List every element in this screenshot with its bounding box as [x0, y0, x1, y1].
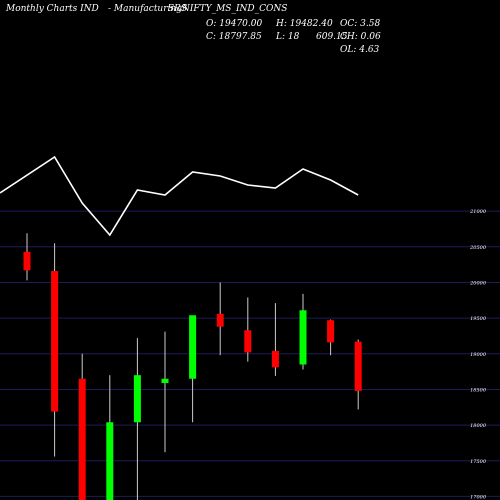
y-tick-label: 17000	[470, 494, 487, 500]
chart-title: - ManufacturingNIFTY_MS_IND_CONS	[108, 4, 288, 14]
y-tick-label: 20500	[469, 245, 487, 251]
title-overlay: SRS	[168, 4, 188, 14]
y-tick-label: 17500	[470, 459, 487, 465]
price-grid	[0, 210, 500, 497]
high-value: H: 19482.40	[276, 19, 333, 29]
ch-value: CH: 0.06	[340, 32, 381, 42]
y-tick-label: 19000	[470, 352, 487, 358]
candle-up	[161, 378, 169, 384]
y-tick-label: 18000	[470, 423, 487, 429]
candle-down	[271, 350, 279, 368]
candle-up	[133, 375, 141, 423]
y-tick-label: 18500	[470, 387, 487, 393]
candle-down	[78, 378, 86, 500]
candle-down	[354, 341, 362, 391]
candle-down	[23, 251, 31, 271]
site-label: Monthly Charts IND	[6, 4, 99, 14]
y-tick-label: 19500	[470, 316, 487, 322]
candle-up	[189, 315, 197, 379]
open-value: O: 19470.00	[206, 19, 263, 29]
candle-down	[216, 313, 224, 327]
close-value: C: 18797.85	[206, 32, 262, 42]
indicator-line	[0, 155, 359, 237]
candle-down	[327, 320, 335, 343]
candle-up	[106, 422, 114, 500]
oc-value: OC: 3.58	[340, 19, 381, 29]
candle-down	[244, 330, 252, 353]
y-tick-label: 20000	[469, 280, 487, 286]
low-value: L: 18	[276, 32, 300, 42]
candle-up	[299, 310, 307, 365]
candlesticks	[23, 233, 362, 500]
y-axis-ticks: 21000 20500 20000 19500 19000 18500 18000 17500…	[469, 209, 487, 500]
low-overlay: 609.15	[316, 32, 348, 42]
candle-down	[51, 271, 59, 412]
ol-value: OL: 4.63	[340, 45, 380, 55]
y-tick-label: 21000	[469, 209, 487, 215]
